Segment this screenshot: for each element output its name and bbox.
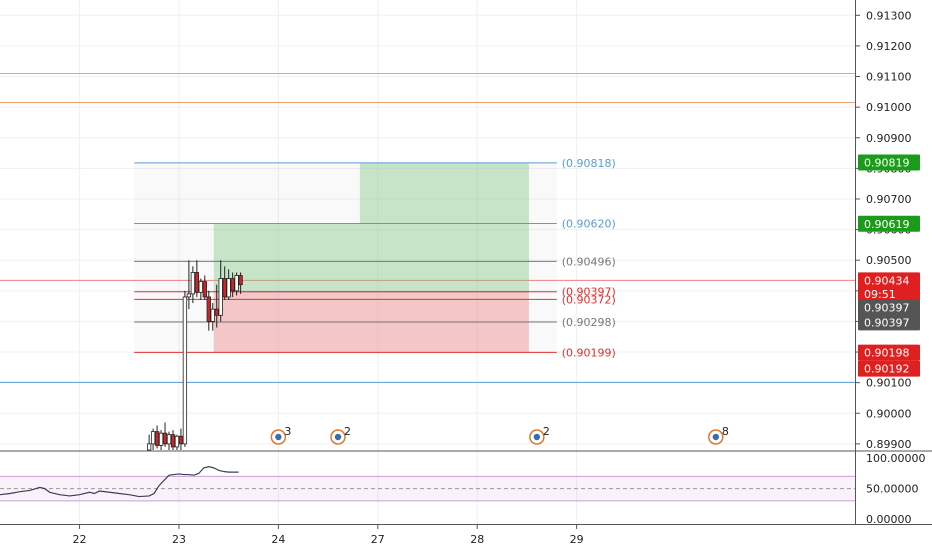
price-badge bbox=[858, 154, 920, 171]
event-count-label: 3 bbox=[284, 425, 291, 438]
event-flag-icon bbox=[334, 433, 342, 441]
price-tick-label: 0.90100 bbox=[866, 377, 912, 390]
event-flag-icon bbox=[712, 433, 720, 441]
date-tick-label: 22 bbox=[73, 533, 87, 546]
candle-body bbox=[174, 435, 180, 448]
candle-body bbox=[234, 275, 239, 292]
candle-body bbox=[190, 272, 196, 295]
oscillator-pane-background bbox=[0, 452, 855, 524]
price-badge-label: 0.90198 bbox=[864, 347, 910, 360]
price-badge bbox=[858, 285, 920, 302]
price-badge bbox=[858, 299, 920, 316]
oscillator bbox=[0, 466, 855, 502]
price-tick-label: 0.91200 bbox=[866, 40, 912, 53]
fib-level-label: (0.90496) bbox=[562, 255, 616, 268]
oscillator-axis-ticks: 100.00000 50.00000 0.00000 bbox=[866, 452, 926, 526]
fib-level-label: (0.90620) bbox=[562, 217, 616, 230]
candle-body bbox=[218, 278, 223, 316]
price-tick-label: 0.90700 bbox=[866, 193, 912, 206]
date-tick-label: 27 bbox=[371, 533, 385, 546]
price-badge-label: 0.90397 bbox=[864, 301, 910, 314]
candle-body bbox=[222, 278, 227, 298]
candle-body bbox=[186, 293, 192, 298]
candle-body bbox=[170, 434, 176, 448]
price-badges: 0.908190.906190.9043409:510.903970.90397… bbox=[858, 154, 920, 377]
candles bbox=[146, 260, 243, 451]
event-flag-icon bbox=[275, 433, 282, 441]
oscillator-tick-label: 50.00000 bbox=[866, 483, 919, 496]
candle-body bbox=[166, 434, 172, 445]
price-badge-label: 0.90192 bbox=[864, 363, 910, 376]
date-tick-label: 24 bbox=[271, 533, 285, 546]
date-axis-ticks[interactable]: 22 23 24 27 28 29 bbox=[73, 524, 584, 546]
price-tick-label: 0.89900 bbox=[866, 438, 912, 451]
candle-body bbox=[150, 431, 156, 445]
candle-body bbox=[162, 432, 168, 445]
price-badge bbox=[858, 344, 920, 361]
price-badge-label: 0.90434 bbox=[864, 274, 910, 287]
price-badge-label: 0.90819 bbox=[864, 157, 910, 170]
candle-body bbox=[178, 435, 184, 445]
candle-body bbox=[146, 443, 152, 451]
price-badge bbox=[858, 272, 920, 289]
price-badge bbox=[858, 314, 920, 331]
oscillator-line bbox=[0, 466, 239, 498]
price-tick-label: 0.90500 bbox=[866, 254, 912, 267]
candle-body bbox=[158, 432, 164, 446]
price-badge-label: 0.90397 bbox=[864, 316, 910, 329]
oscillator-tick-label: 0.00000 bbox=[866, 513, 912, 526]
fibonacci-levels[interactable]: (0.90818)(0.90620)(0.90496)(0.90397)(0.9… bbox=[134, 157, 616, 359]
oscillator-tick-label: 100.00000 bbox=[866, 452, 926, 465]
price-tick-label: 0.91100 bbox=[866, 71, 912, 84]
price-tick-label: 0.90000 bbox=[866, 407, 912, 420]
event-count-label: 2 bbox=[344, 425, 351, 438]
price-tick-label: 0.91300 bbox=[866, 9, 912, 22]
date-tick-label: 29 bbox=[570, 533, 584, 546]
fib-level-label: (0.90818) bbox=[562, 157, 616, 170]
fib-level-label: (0.90199) bbox=[562, 346, 616, 359]
fib-level-label: (0.90298) bbox=[562, 316, 616, 329]
price-tick-label: 0.90900 bbox=[866, 132, 912, 145]
price-badge-label: 09:51 bbox=[864, 288, 896, 301]
price-badge-label: 0.90619 bbox=[864, 218, 910, 231]
candle-body bbox=[194, 272, 199, 293]
fib-background bbox=[134, 162, 557, 353]
candle-body bbox=[154, 431, 160, 446]
price-tick-label: 0.91000 bbox=[866, 101, 912, 114]
horizontal-lines[interactable] bbox=[0, 72, 855, 383]
price-badge bbox=[858, 215, 920, 232]
candle-body bbox=[226, 278, 231, 298]
date-tick-label: 23 bbox=[172, 533, 186, 546]
event-flag-icon bbox=[533, 433, 541, 441]
position-profit-zone[interactable] bbox=[359, 162, 529, 292]
event-count-label: 2 bbox=[543, 425, 550, 438]
price-pane-background bbox=[0, 0, 855, 450]
candle-body bbox=[238, 275, 243, 286]
fib-level-label: (0.90372) bbox=[562, 293, 616, 306]
event-markers[interactable]: 3 2 2 8 bbox=[270, 425, 729, 445]
candle-body bbox=[230, 278, 235, 292]
candle-body bbox=[214, 308, 219, 316]
candle-body bbox=[202, 281, 207, 298]
candle-body bbox=[182, 296, 188, 445]
candle-body bbox=[198, 281, 203, 293]
candle-body bbox=[206, 296, 211, 322]
event-count-label: 8 bbox=[722, 425, 729, 438]
candle-body bbox=[210, 308, 215, 322]
fib-level-label: (0.90397) bbox=[562, 286, 616, 299]
date-tick-label: 28 bbox=[470, 533, 484, 546]
price-badge bbox=[858, 360, 920, 377]
